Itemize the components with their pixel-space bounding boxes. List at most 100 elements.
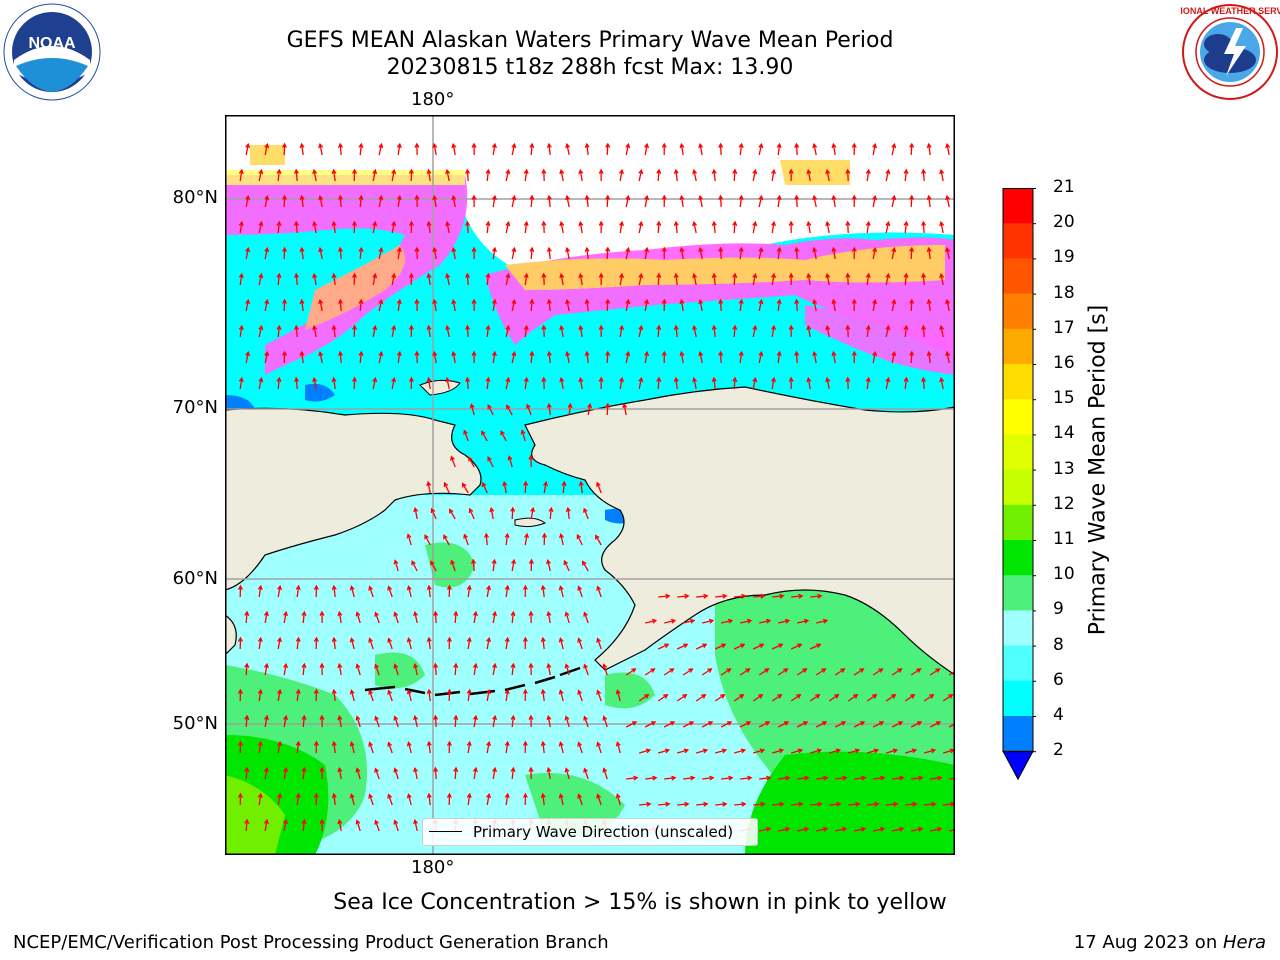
direction-arrow-head [471, 350, 477, 356]
direction-arrow-shaft [719, 351, 722, 364]
direction-arrow-head [656, 376, 662, 382]
direction-arrow-shaft [772, 803, 784, 806]
direction-arrow-head [426, 740, 432, 747]
direction-arrow-shaft [910, 143, 913, 156]
direction-arrow-head [245, 350, 251, 357]
direction-arrow-head [331, 584, 337, 591]
direction-arrow-head [529, 246, 535, 252]
direction-arrow-shaft [586, 144, 589, 156]
direction-arrow-head [372, 324, 378, 331]
direction-arrow-head [492, 766, 498, 773]
direction-arrow-shaft [511, 352, 516, 364]
direction-arrow-head [520, 429, 526, 435]
direction-arrow-shaft [454, 767, 457, 780]
direction-arrow-head [504, 636, 510, 643]
direction-arrow-shaft [807, 326, 811, 338]
direction-arrow-head [679, 350, 685, 357]
direction-arrow-shaft [428, 742, 431, 754]
direction-arrow-shaft [481, 431, 488, 442]
direction-arrow-shaft [791, 595, 803, 598]
direction-arrow-shaft [910, 351, 913, 364]
direction-arrow-head [411, 560, 416, 566]
direction-arrow-head [468, 507, 474, 514]
direction-arrow-head [939, 324, 945, 331]
direction-arrow-head [576, 533, 582, 540]
direction-arrow-shaft [693, 378, 697, 390]
direction-arrow-shaft [542, 794, 545, 806]
direction-arrow-head [598, 376, 604, 382]
direction-arrow-head [559, 376, 565, 383]
direction-arrow-head [638, 376, 644, 383]
direction-arrow-shaft [816, 827, 828, 832]
direction-arrow-head [865, 168, 871, 175]
direction-arrow-head [481, 481, 487, 488]
direction-arrow-head [565, 506, 571, 513]
direction-arrow-head [463, 533, 468, 539]
direction-arrow-shaft [466, 377, 469, 390]
direction-arrow-shaft [772, 595, 784, 598]
colorbar-segment [1003, 540, 1033, 576]
direction-arrow-head [903, 376, 909, 383]
direction-arrow-head [711, 168, 717, 175]
direction-arrow-shaft [603, 664, 608, 676]
direction-arrow-shaft [319, 248, 323, 260]
direction-arrow-shaft [505, 274, 510, 286]
direction-arrow-shaft [264, 196, 268, 208]
direction-arrow-head [237, 636, 243, 642]
direction-arrow-shaft [333, 638, 336, 650]
direction-arrow-shaft [644, 352, 648, 364]
direction-arrow-shaft [434, 715, 437, 728]
direction-arrow-head [510, 662, 516, 668]
direction-arrow-head [487, 403, 492, 410]
direction-arrow-head [396, 350, 402, 357]
direction-arrow-shaft [872, 721, 884, 728]
direction-arrow-head [541, 376, 547, 382]
direction-arrow-head [352, 376, 357, 382]
direction-arrow-shaft [596, 586, 602, 598]
direction-arrow-shaft [543, 377, 545, 390]
colorbar-tick-label: 6 [1053, 669, 1064, 690]
direction-arrow-shaft [848, 803, 860, 806]
direction-arrow-shaft [644, 300, 648, 312]
direction-arrow-head [759, 748, 766, 754]
direction-arrow-shaft [245, 248, 249, 260]
direction-arrow-shaft [433, 300, 437, 312]
direction-arrow-shaft [300, 196, 304, 208]
direction-arrow-head [331, 740, 337, 747]
direction-arrow-head [766, 775, 772, 781]
direction-arrow-head [301, 610, 307, 616]
direction-arrow-head [872, 298, 878, 305]
direction-arrow-shaft [486, 170, 490, 182]
direction-arrow-shaft [778, 827, 790, 832]
direction-arrow-shaft [424, 534, 431, 546]
direction-arrow-head [564, 663, 570, 669]
direction-arrow-head [851, 246, 857, 252]
direction-arrow-shaft [791, 803, 803, 806]
direction-arrow-shaft [559, 638, 564, 650]
direction-arrow-shaft [368, 794, 374, 806]
host-name: Hera [1222, 932, 1266, 953]
direction-arrow-head [688, 668, 694, 673]
direction-arrow-shaft [350, 742, 355, 754]
direction-arrow-shaft [739, 196, 743, 208]
land-alaska [524, 386, 955, 676]
direction-arrow-shaft [434, 611, 437, 624]
direction-arrow-shaft [791, 749, 802, 754]
direction-arrow-head [505, 324, 511, 331]
direction-arrow-shaft [264, 715, 268, 728]
direction-arrow-head [738, 142, 744, 149]
direction-arrow-shaft [560, 170, 564, 182]
direction-arrow-head [453, 766, 459, 772]
direction-arrow-shaft [866, 326, 870, 338]
direction-arrow-shaft [333, 742, 336, 754]
direction-arrow-shaft [492, 768, 496, 780]
direction-arrow-shaft [832, 195, 836, 208]
southeast-bright-green [745, 751, 955, 855]
direction-arrow-head [803, 618, 810, 624]
direction-arrow-shaft [450, 560, 456, 572]
direction-arrow-shaft [625, 668, 636, 676]
direction-arrow-shaft [391, 378, 395, 390]
direction-arrow-head [504, 740, 510, 747]
direction-arrow-head [909, 298, 915, 304]
direction-arrow-head [794, 298, 800, 304]
